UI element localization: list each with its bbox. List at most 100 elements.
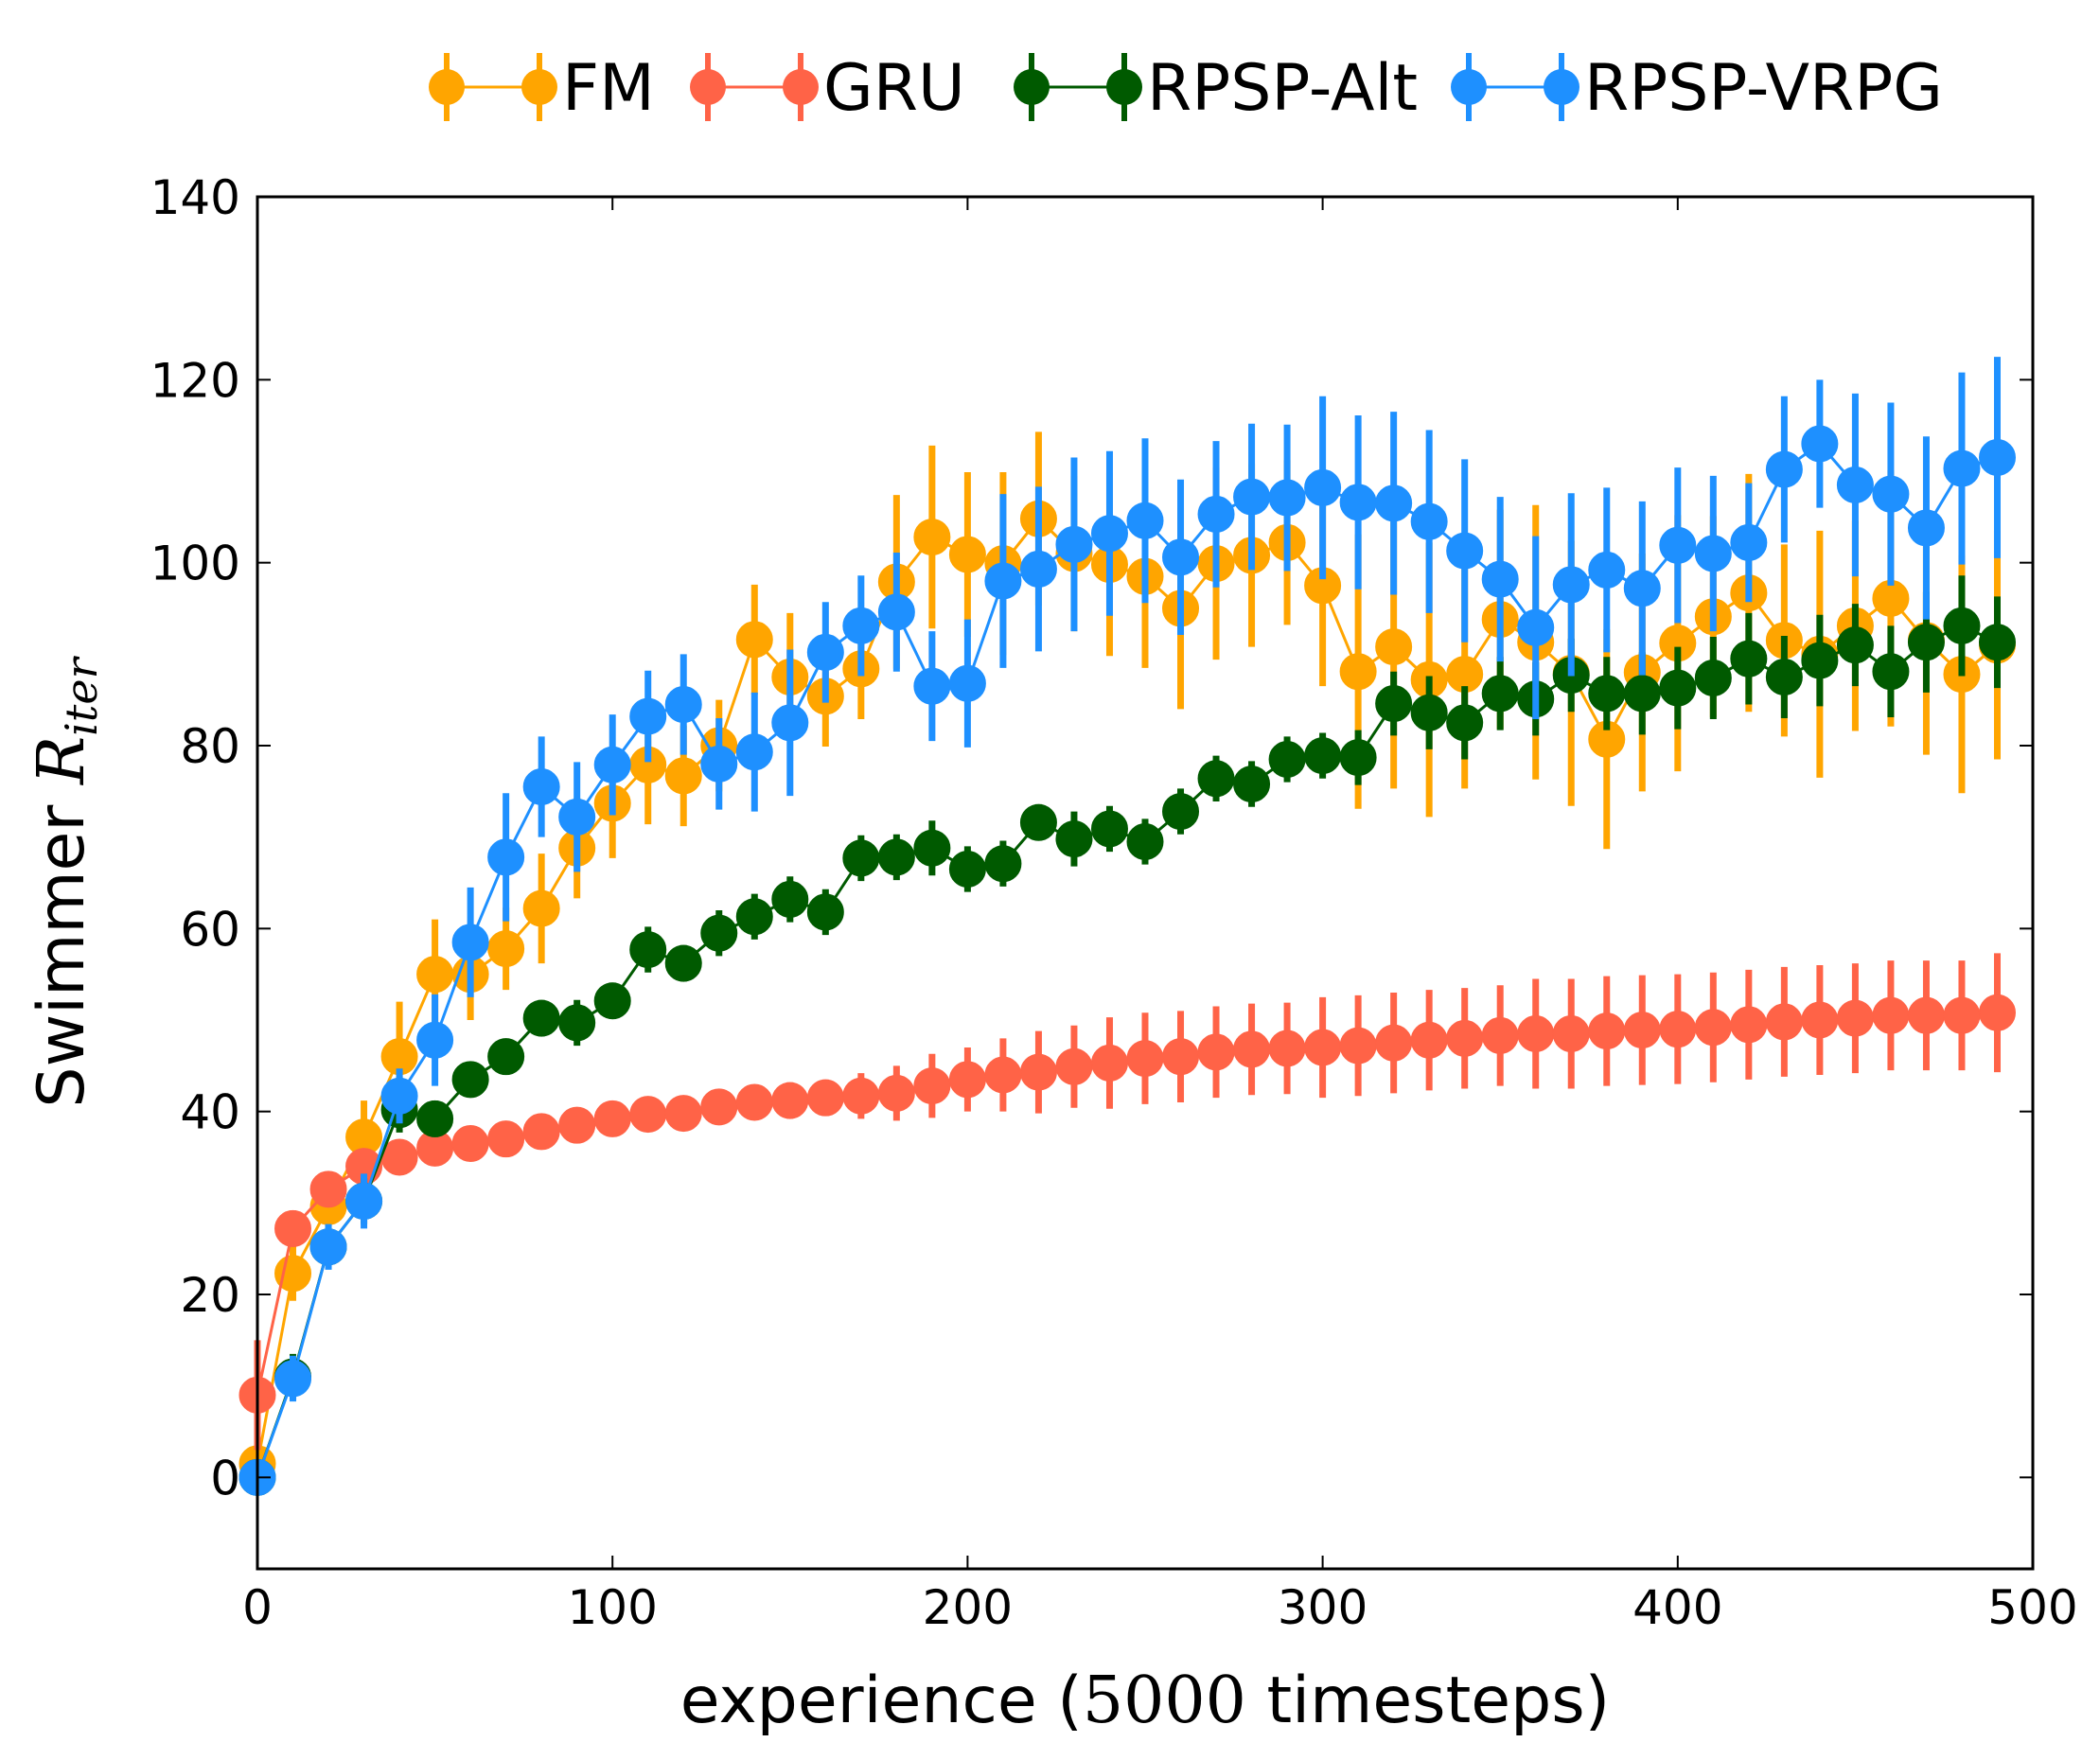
x-tick-label: 200: [923, 1580, 1013, 1635]
data-point: [842, 607, 880, 644]
data-point: [1446, 704, 1484, 742]
data-point: [1019, 1053, 1057, 1091]
ticks-layer: 0 100 200 300 400 500 0 20 40 60 80 100 120 140: [150, 170, 2078, 1635]
data-point: [522, 999, 560, 1037]
series-rpsp-vrpg: [238, 357, 2016, 1496]
legend-marker: [1544, 69, 1579, 105]
data-point: [1233, 1030, 1271, 1068]
data-point: [1694, 535, 1732, 572]
data-point: [1623, 675, 1661, 713]
data-point: [735, 621, 773, 659]
data-point: [913, 519, 951, 556]
data-point: [1907, 509, 1945, 547]
data-point: [487, 1120, 525, 1158]
data-point: [842, 1077, 880, 1115]
data-point: [1233, 478, 1271, 516]
data-point: [1659, 669, 1697, 707]
data-point: [1055, 1047, 1093, 1085]
data-point: [1623, 1012, 1661, 1049]
data-point: [1197, 1033, 1235, 1071]
data-point: [416, 956, 454, 994]
data-point: [771, 704, 809, 742]
data-point: [1836, 626, 1874, 664]
data-point: [558, 1004, 596, 1042]
data-point: [806, 893, 844, 931]
data-point: [735, 1083, 773, 1121]
data-point: [842, 839, 880, 877]
data-point: [451, 1061, 489, 1099]
y-tick-label: 60: [180, 902, 240, 957]
data-point: [1978, 439, 2016, 476]
legend-entry: RPSP-VRPG: [1451, 51, 1943, 126]
data-point: [1517, 608, 1555, 646]
data-point: [1375, 628, 1413, 666]
data-point: [700, 914, 738, 952]
data-point: [1730, 523, 1768, 561]
data-point: [1233, 766, 1271, 803]
data-point: [1019, 550, 1057, 588]
data-point: [1588, 675, 1626, 713]
data-point: [664, 1095, 702, 1133]
legend-entry: GRU: [690, 51, 965, 126]
data-point: [700, 745, 738, 783]
data-point: [984, 562, 1022, 600]
data-point: [1801, 425, 1839, 463]
x-tick-label: 0: [242, 1580, 273, 1635]
data-point: [1978, 994, 2016, 1031]
data-point: [522, 768, 560, 805]
data-point: [1339, 739, 1377, 777]
data-point: [1943, 607, 1981, 644]
data-point: [345, 1182, 383, 1220]
legend-label: FM: [562, 51, 655, 126]
data-point: [1872, 475, 1910, 513]
data-point: [1481, 675, 1519, 713]
data-point: [1872, 579, 1910, 617]
x-tick-label: 300: [1278, 1580, 1368, 1635]
data-point: [1019, 803, 1057, 841]
y-axis-title: Swimmer Riter: [25, 655, 107, 1107]
data-point: [913, 1067, 951, 1105]
data-point: [1162, 793, 1200, 831]
data-point: [487, 930, 525, 968]
data-point: [1304, 1029, 1342, 1066]
series-gru: [238, 953, 2016, 1451]
data-point: [913, 829, 951, 867]
data-point: [416, 1100, 454, 1137]
x-axis-title: experience (5000 timesteps): [680, 1663, 1610, 1738]
legend-label: RPSP-Alt: [1147, 51, 1418, 126]
data-point: [1872, 996, 1910, 1034]
data-point: [558, 1106, 596, 1144]
data-point: [1090, 810, 1128, 848]
legend: FM GRU RPSP-Alt RPSP-VRPG: [429, 51, 1943, 126]
legend-marker: [1106, 69, 1142, 105]
y-tick-label: 100: [150, 537, 240, 591]
data-point: [1410, 1021, 1448, 1059]
legend-marker: [1451, 69, 1487, 105]
data-point: [274, 1209, 312, 1247]
x-tick-label: 400: [1632, 1580, 1722, 1635]
data-point: [1126, 502, 1164, 539]
data-point: [1907, 996, 1945, 1034]
data-point: [1410, 694, 1448, 731]
data-point: [1304, 737, 1342, 775]
data-point: [806, 1079, 844, 1117]
data-point: [1481, 560, 1519, 598]
data-point: [1055, 820, 1093, 858]
y-tick-label: 20: [180, 1268, 240, 1323]
data-point: [487, 838, 525, 876]
data-point: [1339, 653, 1377, 691]
data-point: [700, 1088, 738, 1126]
data-point: [984, 845, 1022, 883]
data-point: [1375, 685, 1413, 723]
data-point: [1552, 566, 1590, 604]
legend-entry: RPSP-Alt: [1014, 51, 1418, 126]
data-point: [1339, 484, 1377, 521]
data-point: [1978, 624, 2016, 661]
data-point: [984, 1056, 1022, 1094]
data-point: [593, 982, 631, 1020]
data-point: [948, 851, 986, 888]
legend-marker: [521, 69, 557, 105]
data-point: [1943, 449, 1981, 487]
